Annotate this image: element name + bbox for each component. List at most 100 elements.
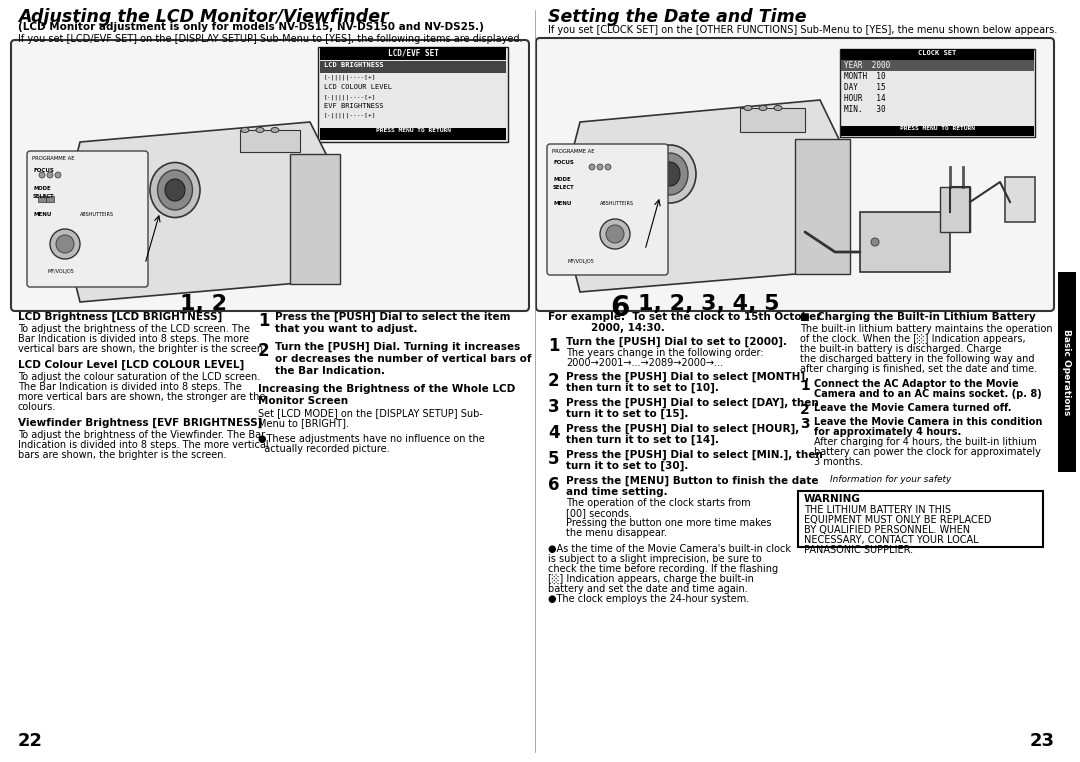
Ellipse shape — [605, 164, 611, 170]
Text: Camera and to an AC mains socket. (p. 8): Camera and to an AC mains socket. (p. 8) — [814, 389, 1042, 399]
Text: PRESS MENU TO RETURN: PRESS MENU TO RETURN — [376, 128, 450, 133]
Text: PANASONIC SUPPLIER.: PANASONIC SUPPLIER. — [804, 545, 913, 555]
Text: SELECT: SELECT — [33, 194, 55, 199]
Text: Viewfinder Brightness [EVF BRIGHTNESS]: Viewfinder Brightness [EVF BRIGHTNESS] — [18, 418, 262, 428]
Text: then turn it to set to [10].: then turn it to set to [10]. — [566, 383, 719, 393]
Bar — [1005, 177, 1035, 222]
Text: Turn the [PUSH] Dial. Turning it increases: Turn the [PUSH] Dial. Turning it increas… — [275, 342, 521, 352]
Text: MODE: MODE — [553, 177, 570, 182]
Text: Bar Indication is divided into 8 steps. The more: Bar Indication is divided into 8 steps. … — [18, 334, 248, 344]
Text: CLOCK SET: CLOCK SET — [918, 50, 956, 56]
Text: LCD/EVF SET: LCD/EVF SET — [388, 48, 438, 57]
Text: MIN.   30: MIN. 30 — [843, 105, 886, 114]
Ellipse shape — [150, 162, 200, 217]
Text: for approximately 4 hours.: for approximately 4 hours. — [814, 427, 961, 437]
FancyBboxPatch shape — [546, 144, 669, 275]
Text: Connect the AC Adaptor to the Movie: Connect the AC Adaptor to the Movie — [814, 379, 1018, 389]
Text: The Bar Indication is divided into 8 steps. The: The Bar Indication is divided into 8 ste… — [18, 382, 242, 392]
Text: Pressing the button one more time makes: Pressing the button one more time makes — [566, 518, 771, 528]
Text: Leave the Movie Camera in this condition: Leave the Movie Camera in this condition — [814, 417, 1042, 427]
Text: MODE: MODE — [33, 186, 51, 191]
Text: MF/VOLJO5: MF/VOLJO5 — [48, 269, 75, 274]
Text: LCD COLOUR LEVEL: LCD COLOUR LEVEL — [324, 84, 392, 90]
Text: turn it to set to [15].: turn it to set to [15]. — [566, 409, 688, 419]
Text: the menu disappear.: the menu disappear. — [566, 528, 667, 538]
Text: 1, 2, 3, 4, 5: 1, 2, 3, 4, 5 — [638, 294, 780, 314]
Text: more vertical bars are shown, the stronger are the: more vertical bars are shown, the strong… — [18, 392, 266, 402]
FancyBboxPatch shape — [11, 40, 529, 311]
Text: check the time before recording. If the flashing: check the time before recording. If the … — [548, 564, 778, 574]
Text: ●As the time of the Movie Camera's built-in clock: ●As the time of the Movie Camera's built… — [548, 544, 791, 554]
Text: PROGRAMME AE: PROGRAMME AE — [32, 156, 75, 161]
Text: Basic Operations: Basic Operations — [1063, 329, 1071, 415]
Ellipse shape — [56, 235, 75, 253]
Text: 22: 22 — [18, 732, 43, 750]
Text: Menu to [BRIGHT].: Menu to [BRIGHT]. — [258, 418, 349, 428]
Text: that you want to adjust.: that you want to adjust. — [275, 324, 418, 334]
Bar — [795, 139, 850, 274]
Text: Monitor Screen: Monitor Screen — [258, 396, 348, 406]
Ellipse shape — [241, 127, 249, 133]
Ellipse shape — [165, 179, 185, 201]
Bar — [240, 130, 300, 152]
Text: ■  Charging the Built-in Lithium Battery: ■ Charging the Built-in Lithium Battery — [800, 312, 1036, 322]
Text: WARNING: WARNING — [804, 494, 861, 504]
Text: [░] Indication appears, charge the built-in: [░] Indication appears, charge the built… — [548, 574, 754, 584]
Text: MENU: MENU — [553, 201, 571, 206]
Text: Press the [PUSH] Dial to select [MONTH],: Press the [PUSH] Dial to select [MONTH], — [566, 372, 809, 383]
Text: 5: 5 — [548, 450, 559, 468]
Text: 2: 2 — [258, 342, 270, 360]
Text: after charging is finished, set the date and time.: after charging is finished, set the date… — [800, 364, 1037, 374]
Text: battery can power the clock for approximately: battery can power the clock for approxim… — [814, 447, 1041, 457]
Text: NECESSARY, CONTACT YOUR LOCAL: NECESSARY, CONTACT YOUR LOCAL — [804, 535, 978, 545]
Text: MONTH  10: MONTH 10 — [843, 72, 886, 81]
FancyBboxPatch shape — [27, 151, 148, 287]
Text: Information for your safety: Information for your safety — [831, 475, 951, 484]
Text: The built-in lithium battery maintains the operation: The built-in lithium battery maintains t… — [800, 324, 1053, 334]
Text: Increasing the Brightness of the Whole LCD: Increasing the Brightness of the Whole L… — [258, 384, 515, 394]
Polygon shape — [60, 122, 340, 302]
Ellipse shape — [870, 238, 879, 246]
Text: The years change in the following order:: The years change in the following order: — [566, 348, 764, 358]
Text: The operation of the clock starts from: The operation of the clock starts from — [566, 498, 751, 508]
Text: For example:  To set the clock to 15th October: For example: To set the clock to 15th Oc… — [548, 312, 822, 322]
Text: YEAR  2000: YEAR 2000 — [843, 61, 890, 70]
Text: LCD BRIGHTNESS: LCD BRIGHTNESS — [324, 62, 383, 68]
Ellipse shape — [158, 170, 192, 210]
Ellipse shape — [55, 172, 60, 178]
Ellipse shape — [606, 225, 624, 243]
Text: 4: 4 — [548, 424, 559, 442]
Text: DAY    15: DAY 15 — [843, 83, 886, 92]
Bar — [320, 61, 507, 73]
Text: After charging for 4 hours, the built-in lithium: After charging for 4 hours, the built-in… — [814, 437, 1037, 447]
Bar — [320, 47, 507, 60]
Text: 3: 3 — [548, 398, 559, 416]
Text: 2: 2 — [548, 372, 559, 390]
Text: PROGRAMME AE: PROGRAMME AE — [552, 149, 594, 154]
Bar — [318, 47, 508, 142]
Text: 1: 1 — [548, 337, 559, 355]
Text: Press the [PUSH] Dial to select the item: Press the [PUSH] Dial to select the item — [275, 312, 511, 322]
Text: [-|||||----[+]: [-|||||----[+] — [324, 113, 377, 119]
Text: HOUR   14: HOUR 14 — [843, 94, 886, 103]
Text: Set [LCD MODE] on the [DISPLAY SETUP] Sub-: Set [LCD MODE] on the [DISPLAY SETUP] Su… — [258, 408, 483, 418]
Text: or decreases the number of vertical bars of: or decreases the number of vertical bars… — [275, 354, 531, 364]
Bar — [940, 187, 970, 232]
Text: 2000, 14:30.: 2000, 14:30. — [591, 323, 665, 333]
Text: ABSHUTTEIRS: ABSHUTTEIRS — [600, 201, 634, 206]
Ellipse shape — [48, 172, 53, 178]
Bar — [740, 108, 805, 132]
Text: 1: 1 — [258, 312, 270, 330]
Text: MENU: MENU — [33, 212, 52, 217]
Text: LCD Brightness [LCD BRIGHTNESS]: LCD Brightness [LCD BRIGHTNESS] — [18, 312, 222, 322]
Text: 2000→2001→...→2089→2000→...: 2000→2001→...→2089→2000→... — [566, 358, 724, 368]
Text: Turn the [PUSH] Dial to set to [2000].: Turn the [PUSH] Dial to set to [2000]. — [566, 337, 787, 347]
Text: Leave the Movie Camera turned off.: Leave the Movie Camera turned off. — [814, 403, 1012, 413]
Text: ●The clock employs the 24-hour system.: ●The clock employs the 24-hour system. — [548, 594, 750, 604]
Ellipse shape — [589, 164, 595, 170]
Bar — [320, 128, 507, 140]
Text: colours.: colours. — [18, 402, 56, 412]
Text: battery and set the date and time again.: battery and set the date and time again. — [548, 584, 747, 594]
Ellipse shape — [644, 145, 696, 203]
Ellipse shape — [744, 105, 752, 110]
